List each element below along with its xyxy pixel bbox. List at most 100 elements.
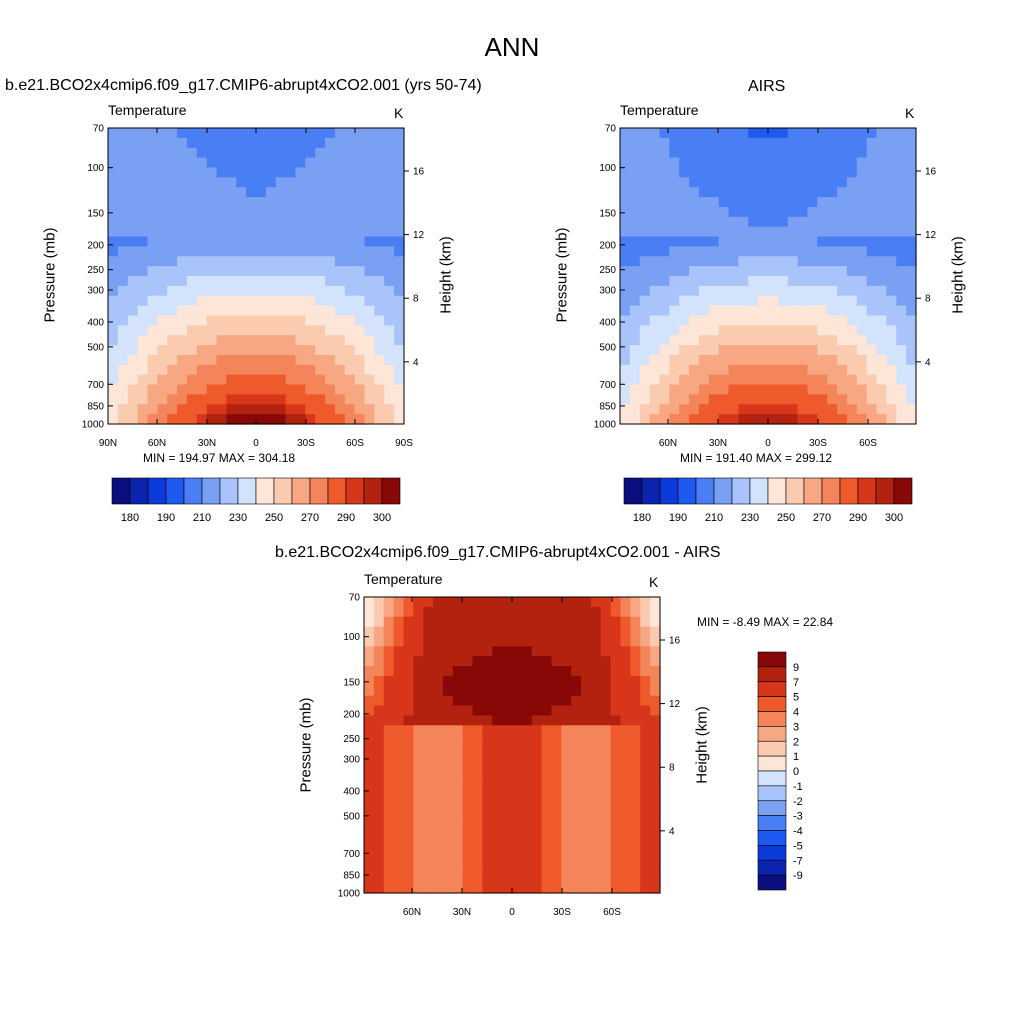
heatmap-cell xyxy=(866,414,878,425)
heatmap-cell xyxy=(433,843,444,855)
heatmap-cell xyxy=(394,216,405,228)
heatmap-cell xyxy=(561,685,572,697)
heatmap-cell xyxy=(512,853,523,864)
colorbar-box xyxy=(201,477,221,505)
heatmap-cell xyxy=(571,597,582,608)
heatmap-cell xyxy=(265,266,277,277)
heatmap-cell xyxy=(866,384,878,395)
heatmap-cell xyxy=(728,137,739,149)
heatmap-cell xyxy=(167,384,178,395)
heatmap-cell xyxy=(137,236,149,247)
heatmap-cell xyxy=(630,745,641,756)
heatmap-cell xyxy=(551,597,562,608)
heatmap-cell xyxy=(846,315,858,326)
heatmap-cell xyxy=(807,276,818,287)
colorbar-box xyxy=(345,477,365,505)
heatmap-cell xyxy=(265,246,277,257)
heatmap-cell xyxy=(334,256,346,267)
heatmap-cell xyxy=(334,325,346,336)
heatmap-cell xyxy=(689,236,700,247)
heatmap-cell xyxy=(590,725,602,736)
y-tick-label: 300 xyxy=(87,285,104,296)
heatmap-cell xyxy=(797,128,809,139)
heatmap-cell xyxy=(571,754,582,766)
heatmap-cell xyxy=(620,374,631,386)
colorbar-label: -2 xyxy=(793,796,803,808)
heatmap-cell xyxy=(423,685,434,697)
heatmap-cell xyxy=(206,384,218,395)
heatmap-cell xyxy=(581,626,592,638)
heatmap-cell xyxy=(275,414,287,425)
heatmap-cell xyxy=(541,804,553,815)
heatmap-cell xyxy=(246,177,257,188)
heatmap-cell xyxy=(334,266,346,277)
heatmap-cell xyxy=(827,187,838,198)
heatmap-cell xyxy=(275,364,287,376)
heatmap-cell xyxy=(639,285,651,297)
heatmap-cell xyxy=(462,656,474,667)
heatmap-cell xyxy=(718,315,730,326)
heatmap-cell xyxy=(364,414,375,425)
heatmap-cell xyxy=(413,646,424,657)
heatmap-cell xyxy=(265,256,277,267)
heatmap-cell xyxy=(581,833,592,845)
heatmap-cell xyxy=(246,246,257,257)
heatmap-cell xyxy=(689,295,700,307)
heatmap-cell xyxy=(315,295,326,307)
heatmap-cell xyxy=(383,774,395,786)
heatmap-cell xyxy=(364,804,375,815)
heatmap-cell xyxy=(256,404,267,415)
heatmap-cell xyxy=(393,784,405,795)
heatmap-cell xyxy=(472,675,483,687)
heatmap-cell xyxy=(817,354,828,366)
heatmap-cell xyxy=(325,157,336,169)
heatmap-cell xyxy=(856,354,868,366)
heatmap-cell xyxy=(394,414,405,425)
heatmap-cell xyxy=(334,246,346,257)
heatmap-cell xyxy=(147,414,158,425)
heatmap-cell xyxy=(551,656,562,667)
heatmap-cell xyxy=(305,394,316,405)
heatmap-cell xyxy=(413,833,424,845)
heatmap-cell xyxy=(373,774,385,786)
heatmap-cell xyxy=(433,745,444,756)
heatmap-cell xyxy=(384,325,395,336)
heatmap-cell xyxy=(679,236,690,247)
heatmap-cell xyxy=(137,157,149,169)
heatmap-cell xyxy=(581,853,592,864)
heatmap-cell xyxy=(127,325,139,336)
heatmap-cell xyxy=(315,147,326,159)
heatmap-cell xyxy=(196,177,208,188)
heatmap-cell xyxy=(738,147,749,159)
heatmap-cell xyxy=(649,157,661,169)
heatmap-cell xyxy=(876,266,887,277)
heatmap-cell xyxy=(226,256,237,267)
heatmap-cell xyxy=(117,187,129,198)
heatmap-cell xyxy=(374,305,385,317)
heatmap-cell xyxy=(502,606,513,618)
heatmap-cell xyxy=(147,276,158,287)
right-tick-label: 12 xyxy=(669,699,681,710)
y-tick-label: 100 xyxy=(87,163,104,174)
heatmap-cell xyxy=(561,774,572,786)
heatmap-cell xyxy=(896,335,907,346)
heatmap-cell xyxy=(650,725,661,736)
heatmap-cell xyxy=(373,597,385,608)
heatmap-cell xyxy=(157,335,168,346)
heatmap-cell xyxy=(837,147,848,159)
heatmap-cell xyxy=(226,197,237,208)
heatmap-cell xyxy=(590,735,602,746)
heatmap-cell xyxy=(413,685,424,697)
heatmap-cell xyxy=(295,216,306,228)
heatmap-cell xyxy=(147,374,158,386)
heatmap-cell xyxy=(137,374,149,386)
heatmap-cell xyxy=(561,636,572,647)
heatmap-cell xyxy=(334,216,346,228)
heatmap-cell xyxy=(906,256,917,267)
colorbar-box xyxy=(757,800,787,816)
heatmap-cell xyxy=(846,128,858,139)
heatmap-cell xyxy=(590,626,602,638)
heatmap-cell xyxy=(708,315,720,326)
heatmap-cell xyxy=(620,695,631,707)
heatmap-cell xyxy=(325,147,336,159)
